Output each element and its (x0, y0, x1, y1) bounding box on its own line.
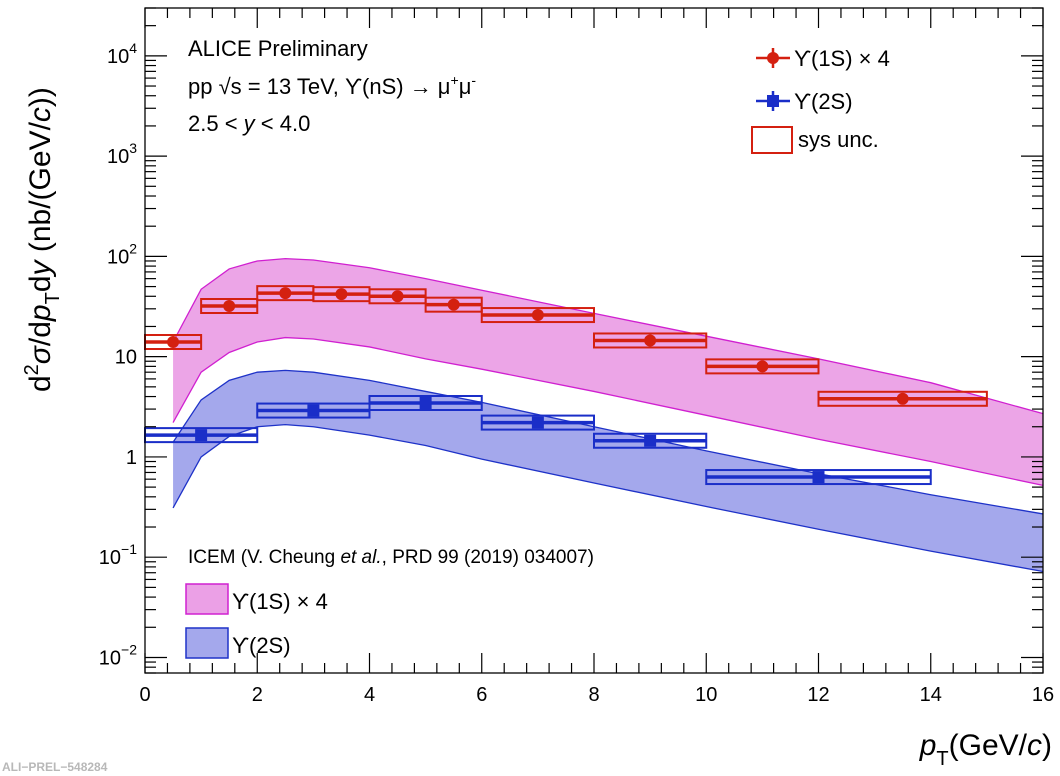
legend-data: ϒ(1S) × 4 ϒ(2S) sys unc. (751, 46, 890, 154)
data-point-1s-4 (391, 290, 404, 303)
y-tick-label: 10−2 (99, 641, 137, 669)
data-point-1s-7 (644, 334, 657, 347)
model-band-lower-1s (172, 336, 1044, 487)
legend-model-2s-swatch (185, 627, 229, 659)
data-points (144, 285, 988, 486)
data-point-1s-0 (167, 336, 180, 349)
data-point-1s-5 (447, 298, 460, 311)
model-band-1s (173, 258, 1043, 486)
data-point-2s-1 (307, 404, 320, 417)
x-axis-title: pT(GeV/c) (919, 729, 1052, 770)
y-tick-label: 104 (107, 40, 137, 68)
plot-frame (144, 7, 1044, 674)
legend-1s-label: ϒ(1S) × 4 (794, 46, 890, 71)
data-point-1s-6 (531, 309, 544, 322)
legend-2s-marker (767, 95, 779, 107)
x-tick-label: 6 (476, 684, 487, 706)
y-axis-title: d2σ/dpTdy (nb/(GeV/c)) (21, 87, 64, 392)
data-point-1s-1 (223, 300, 236, 313)
y-tick-label: 103 (107, 140, 137, 168)
y-tick-label: 102 (107, 240, 137, 268)
legend-2s-label: ϒ(2S) (794, 89, 853, 114)
data-point-2s-3 (531, 416, 544, 429)
data-point-1s-8 (756, 360, 769, 373)
x-tick-label: 16 (1032, 684, 1054, 706)
model-bands (172, 257, 1044, 573)
legend-model-2s-label: ϒ(2S) (232, 633, 291, 658)
x-tick-label: 2 (252, 684, 263, 706)
data-point-1s-2 (279, 287, 292, 300)
x-tick-label: 14 (920, 684, 942, 706)
legend-model-1s-swatch (185, 583, 229, 615)
legend-1s-marker (767, 52, 779, 64)
model-label: ICEM (V. Cheung et al., PRD 99 (2019) 03… (188, 547, 594, 568)
legend-model-1s-label: ϒ(1S) × 4 (232, 589, 328, 614)
collision-label: pp √s = 13 TeV, ϒ(nS) → μ+μ- (188, 72, 476, 99)
watermark-label: ALI−PREL−548284 (2, 760, 108, 774)
data-point-1s-9 (896, 392, 909, 405)
y-tick-label: 10 (115, 347, 137, 369)
model-band-2s (173, 370, 1043, 572)
x-tick-label: 0 (139, 684, 150, 706)
x-tick-label: 4 (364, 684, 375, 706)
x-tick-label: 8 (588, 684, 599, 706)
y-tick-label: 10−1 (99, 541, 137, 569)
x-tick-label: 12 (807, 684, 829, 706)
rapidity-label: 2.5 < y < 4.0 (188, 111, 310, 136)
data-point-2s-0 (195, 429, 208, 442)
data-point-2s-2 (419, 396, 432, 409)
legend-sys-label: sys unc. (798, 127, 879, 152)
x-tick-label: 10 (695, 684, 717, 706)
legend-sys-box (751, 126, 793, 154)
data-point-1s-3 (335, 288, 348, 301)
model-band-upper-1s (172, 257, 1044, 415)
data-point-2s-4 (644, 434, 657, 447)
experiment-label: ALICE Preliminary (188, 36, 368, 61)
y-tick-label: 1 (126, 447, 137, 469)
data-point-2s-5 (812, 471, 825, 484)
